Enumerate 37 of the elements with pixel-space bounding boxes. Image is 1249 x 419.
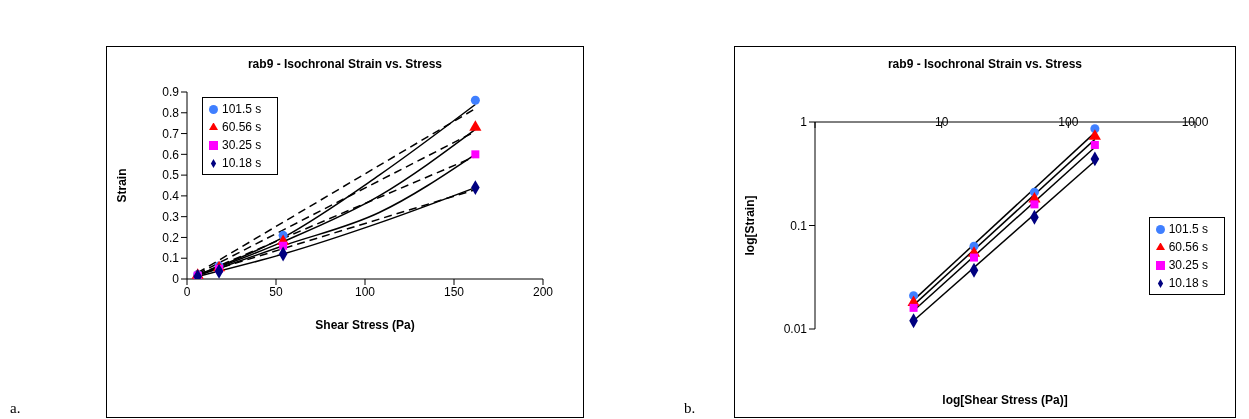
y-tick-label: 0 xyxy=(172,272,180,287)
y-tick-label: 0.5 xyxy=(162,168,180,183)
legend-label: 60.56 s xyxy=(1168,240,1208,254)
legend-label: 10.18 s xyxy=(222,156,262,170)
y-tick-label: 0.1 xyxy=(162,251,180,266)
y-axis-title: log[Strain] xyxy=(743,195,758,256)
legend-label: 60.56 s xyxy=(222,120,262,134)
y-tick-label: 0.1 xyxy=(790,218,808,233)
x-axis-title: log[Shear Stress (Pa)] xyxy=(941,393,1069,407)
legend-label: 101.5 s xyxy=(1168,222,1208,236)
y-axis-title: Strain xyxy=(115,168,130,203)
y-tick-label: 0.6 xyxy=(162,147,180,162)
x-tick-label: 100 xyxy=(1058,115,1079,129)
y-tick-label: 0.7 xyxy=(162,126,180,141)
x-tick-label: 150 xyxy=(443,284,465,299)
y-tick-label: 0.3 xyxy=(162,209,180,224)
legend-label: 30.25 s xyxy=(1168,258,1208,272)
y-tick-label: 0.01 xyxy=(783,322,808,337)
x-tick-label: 1000 xyxy=(1181,115,1209,129)
chart-title: rab9 - Isochronal Strain vs. Stress xyxy=(886,57,1084,71)
x-tick-label: 100 xyxy=(354,284,376,299)
y-tick-label: 0.8 xyxy=(162,106,180,121)
y-tick-label: 1 xyxy=(800,115,808,130)
legend-label: 30.25 s xyxy=(222,138,262,152)
legend-label: 10.18 s xyxy=(1168,276,1208,290)
x-tick-label: 0 xyxy=(183,284,191,299)
y-tick-label: 0.4 xyxy=(162,189,180,204)
legend-label: 101.5 s xyxy=(222,102,262,116)
text: a. xyxy=(10,400,21,417)
y-tick-label: 0.9 xyxy=(162,85,180,100)
x-tick-label: 200 xyxy=(532,284,554,299)
chart-title: rab9 - Isochronal Strain vs. Stress xyxy=(246,57,444,71)
x-axis-title: Shear Stress (Pa) xyxy=(315,318,415,332)
x-tick-label: 50 xyxy=(269,284,283,299)
y-tick-label: 0.2 xyxy=(162,230,180,245)
text: b. xyxy=(684,400,696,417)
x-tick-label: 10 xyxy=(934,115,949,129)
